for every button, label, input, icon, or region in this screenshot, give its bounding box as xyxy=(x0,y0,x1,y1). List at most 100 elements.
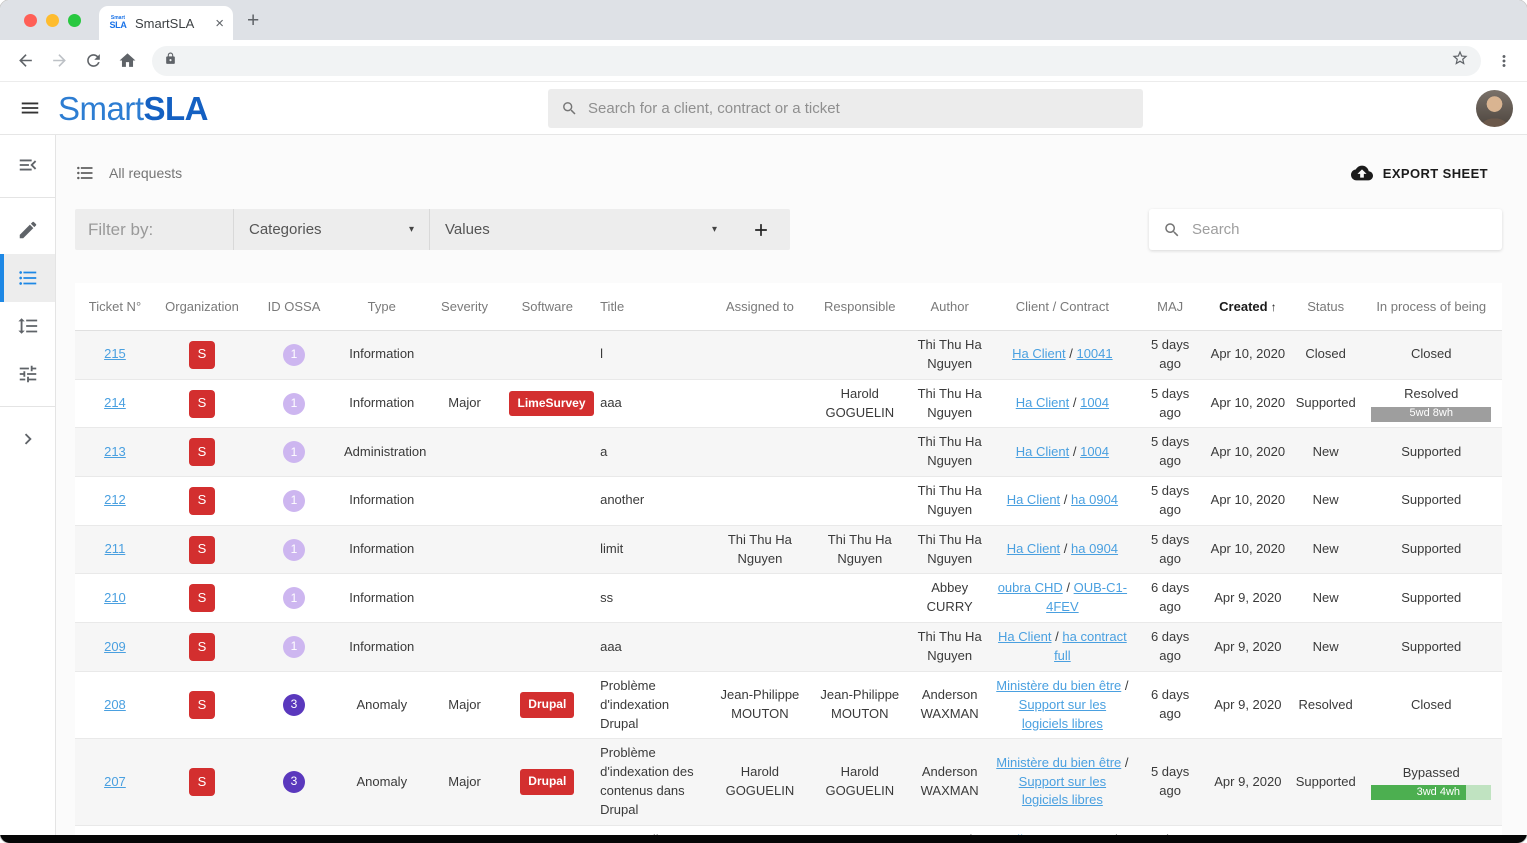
sidebar-item-chevron-right[interactable] xyxy=(0,415,55,463)
maximize-window-button[interactable] xyxy=(68,14,81,27)
sidebar-item-list[interactable] xyxy=(0,254,55,302)
sidebar-item-line-spacing[interactable] xyxy=(0,302,55,350)
ticket-link[interactable]: 215 xyxy=(104,346,126,362)
export-sheet-button[interactable]: EXPORT SHEET xyxy=(1350,162,1502,184)
ticket-link[interactable]: 210 xyxy=(104,589,126,605)
title-text: Problème d'indexation des contenus dans … xyxy=(600,745,694,817)
status-text: Resolved xyxy=(1298,696,1353,712)
contract-link[interactable]: Support sur les logiciels libres xyxy=(1018,696,1107,731)
column-header-ticket[interactable]: Ticket N° xyxy=(88,299,142,314)
type-text: Administration xyxy=(343,443,427,459)
forward-icon[interactable] xyxy=(42,44,76,78)
maj-text: 5 days ago xyxy=(1150,337,1190,371)
client-link[interactable]: Ha Client xyxy=(998,629,1052,645)
severity-text: Major xyxy=(448,395,481,411)
process-text: Supported xyxy=(1401,589,1462,605)
client-link[interactable]: Ha Client xyxy=(1012,346,1066,362)
ticket-link[interactable]: 213 xyxy=(104,443,126,459)
progress-text: 5wd 8wh xyxy=(1409,407,1453,420)
bookmark-star-icon[interactable] xyxy=(1451,49,1469,72)
client-link[interactable]: Client 2019 10 22 xyxy=(1008,832,1110,835)
back-icon[interactable] xyxy=(8,44,42,78)
tab-close-icon[interactable]: × xyxy=(215,14,224,32)
ticket-link[interactable]: 212 xyxy=(104,492,126,508)
values-dropdown[interactable]: Values ▾ xyxy=(429,209,732,250)
contract-link[interactable]: Support sur les logiciels libres xyxy=(1018,773,1107,808)
contract-link[interactable]: ha contract full xyxy=(1054,629,1127,663)
global-search-input[interactable] xyxy=(588,100,1130,117)
ticket-link[interactable]: 209 xyxy=(104,638,126,654)
table-search-field[interactable] xyxy=(1149,209,1502,250)
table-row: 207 S 3 Anomaly Major Drupal Problème d'indexa… xyxy=(75,739,1502,826)
table-row: 210 S 1 Information ss Abbey CURRY oubra CHD /… xyxy=(75,574,1502,624)
type-text: Anomaly xyxy=(356,696,408,712)
ticket-link[interactable]: 214 xyxy=(104,395,126,411)
created-text: Apr 10, 2020 xyxy=(1210,443,1286,459)
minimize-window-button[interactable] xyxy=(46,14,59,27)
maj-text: 6 days ago xyxy=(1150,687,1190,722)
sidebar-item-menu-open[interactable] xyxy=(0,141,55,189)
status-text: New xyxy=(1312,443,1339,459)
client-link[interactable]: Ha Client xyxy=(1006,541,1061,557)
column-header-status[interactable]: Status xyxy=(1307,299,1345,314)
browser-menu-icon[interactable] xyxy=(1489,52,1519,70)
client-link[interactable]: oubra CHD xyxy=(997,580,1063,596)
contract-link[interactable]: 10041 xyxy=(1076,346,1113,362)
sidebar-item-edit[interactable] xyxy=(0,206,55,254)
column-header-in-process[interactable]: In process of being xyxy=(1376,299,1487,314)
status-text: New xyxy=(1312,638,1339,654)
contract-link[interactable]: ha 0904 xyxy=(1071,492,1119,508)
title-text: Problème d'indexation Drupal xyxy=(600,677,670,731)
categories-dropdown[interactable]: Categories ▾ xyxy=(233,209,429,250)
sidebar-item-tune[interactable] xyxy=(0,350,55,398)
list-icon xyxy=(77,166,93,180)
column-header-organization[interactable]: Organization xyxy=(165,299,239,314)
column-header-client-contract[interactable]: Client / Contract xyxy=(1015,299,1109,314)
column-header-id-ossa[interactable]: ID OSSA xyxy=(267,299,321,314)
contract-link[interactable]: 1004 xyxy=(1080,395,1110,411)
table-row: 212 S 1 Information another Thi Thu Ha Nguyen… xyxy=(75,477,1502,526)
ticket-link[interactable]: 211 xyxy=(104,541,126,557)
global-search-field[interactable] xyxy=(548,89,1143,128)
browser-tab[interactable]: Smart SLA SmartSLA × xyxy=(99,6,233,40)
user-avatar[interactable] xyxy=(1476,90,1513,127)
ticket-link[interactable]: 207 xyxy=(104,773,126,789)
column-header-type[interactable]: Type xyxy=(367,299,396,314)
reload-icon[interactable] xyxy=(76,44,110,78)
main-panel: All requests EXPORT SHEET Filter by: Cat… xyxy=(56,135,1527,835)
author-text: Anderson WAXMAN xyxy=(920,764,979,799)
client-link[interactable]: Ministère du bien être xyxy=(996,754,1122,770)
client-link[interactable]: Ministère du bien être xyxy=(996,677,1122,693)
column-header-author[interactable]: Author xyxy=(930,299,969,314)
column-header-created[interactable]: Created ↑ xyxy=(1219,299,1277,314)
close-window-button[interactable] xyxy=(24,14,37,27)
contract-link[interactable]: OUB-C1-4FEV xyxy=(1046,580,1128,615)
address-bar[interactable] xyxy=(152,45,1481,76)
home-icon[interactable] xyxy=(110,44,144,78)
type-text: Information xyxy=(349,589,415,605)
table-search-input[interactable] xyxy=(1192,221,1488,238)
ticket-link[interactable]: 208 xyxy=(104,696,126,712)
contract-link[interactable]: 1004 xyxy=(1080,443,1110,459)
contract-link[interactable]: ha 0904 xyxy=(1071,541,1119,557)
maj-text: 5 days ago xyxy=(1150,764,1190,799)
column-header-software[interactable]: Software xyxy=(521,299,573,314)
column-header-title[interactable]: Title xyxy=(600,299,625,314)
hamburger-menu-icon[interactable] xyxy=(15,93,45,123)
new-tab-button[interactable]: + xyxy=(247,9,260,32)
client-link[interactable]: Ha Client xyxy=(1006,492,1061,508)
column-header-severity[interactable]: Severity xyxy=(441,299,489,314)
page-content: All requests EXPORT SHEET Filter by: Cat… xyxy=(0,135,1527,835)
created-text: Apr 10, 2020 xyxy=(1210,395,1286,411)
column-header-maj[interactable]: MAJ xyxy=(1157,299,1184,314)
maj-text: 5 days ago xyxy=(1150,483,1190,517)
add-filter-button[interactable] xyxy=(732,209,790,250)
column-header-assigned-to[interactable]: Assigned to xyxy=(725,299,794,314)
title-text: a xyxy=(600,443,608,459)
browser-toolbar xyxy=(0,40,1527,82)
client-link[interactable]: Ha Client xyxy=(1015,443,1070,459)
process-text: Closed xyxy=(1411,346,1452,362)
app-logo[interactable]: SmartSLA xyxy=(58,89,209,127)
client-link[interactable]: Ha Client xyxy=(1015,395,1070,411)
column-header-responsible[interactable]: Responsible xyxy=(823,299,896,314)
